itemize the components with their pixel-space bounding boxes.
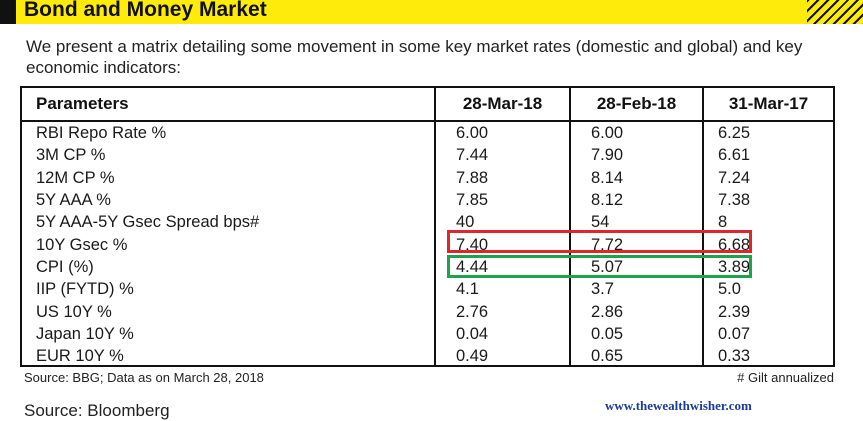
table-row: IIP (FYTD) % 4.1 3.7 5.0 [22, 278, 833, 301]
table-row: 5Y AAA % 7.85 8.12 7.38 [22, 188, 833, 212]
rate-value: 7.90 [569, 144, 703, 167]
rate-value: 4.44 [434, 255, 570, 279]
parameter-label: 12M CP % [36, 168, 115, 187]
rate-value: 6.25 [702, 121, 833, 145]
rate-value: 5.07 [569, 255, 703, 279]
parameter-label: 10Y Gsec % [36, 235, 128, 254]
rate-value: 6.00 [569, 121, 703, 145]
rate-value: 6.00 [434, 121, 570, 145]
table-row: Japan 10Y % 0.04 0.05 0.07 [22, 322, 833, 345]
rate-value: 7.85 [434, 188, 570, 212]
market-rates-table: Parameters 28-Mar-18 28-Feb-18 31-Mar-17… [20, 86, 835, 368]
table-row: 5Y AAA-5Y Gsec Spread bps# 40 54 8 [22, 211, 833, 234]
table-row: 3M CP % 7.44 7.90 6.61 [22, 144, 833, 167]
section-title: Bond and Money Market [24, 0, 267, 21]
rate-value: 0.65 [569, 344, 703, 368]
rate-value: 0.04 [434, 322, 570, 345]
table-row: 12M CP % 7.88 8.14 7.24 [22, 166, 833, 189]
intro-paragraph: We present a matrix detailing some movem… [26, 37, 803, 77]
parameter-label: 5Y AAA-5Y Gsec Spread bps# [36, 213, 260, 232]
table-row: RBI Repo Rate % 6.00 6.00 6.25 [22, 121, 833, 145]
banner-stripe-decoration [807, 0, 863, 24]
source-footnote: Source: BBG; Data as on March 28, 2018 [24, 370, 264, 385]
rate-value: 0.05 [569, 322, 703, 345]
rate-value: 0.49 [434, 344, 570, 368]
rate-value: 0.33 [702, 344, 833, 368]
table-header-row: Parameters 28-Mar-18 28-Feb-18 31-Mar-17 [22, 88, 833, 122]
rate-value: 7.44 [434, 144, 570, 167]
rate-value: 7.88 [434, 166, 570, 189]
rate-value: 3.89 [702, 255, 833, 279]
highlight-box-10y-gsec [447, 230, 752, 253]
parameter-label: IIP (FYTD) % [36, 280, 134, 299]
parameter-label: RBI Repo Rate % [36, 124, 167, 143]
parameter-label: CPI (%) [36, 257, 94, 276]
parameter-label: EUR 10Y % [36, 347, 124, 366]
rate-value: 6.61 [702, 144, 833, 167]
section-header-banner: Bond and Money Market [0, 0, 863, 24]
rate-value: 8 [702, 211, 833, 234]
table-row: EUR 10Y % 0.49 0.65 0.33 [22, 344, 833, 368]
highlight-box-cpi [447, 255, 752, 278]
website-link[interactable]: www.thewealthwisher.com [605, 398, 752, 413]
rate-value: 2.86 [569, 300, 703, 323]
parameter-label: 5Y AAA % [36, 191, 111, 210]
rate-value: 40 [434, 211, 570, 234]
rate-value: 2.39 [702, 300, 833, 323]
rate-value: 7.38 [702, 188, 833, 212]
rate-value: 8.14 [569, 166, 703, 189]
rate-value: 4.1 [434, 278, 570, 301]
parameter-label: 3M CP % [36, 146, 106, 165]
rate-value: 0.07 [702, 322, 833, 345]
rate-value: 2.76 [434, 300, 570, 323]
column-header-parameters: Parameters [22, 88, 435, 122]
gilt-footnote: # Gilt annualized [737, 370, 834, 385]
rate-value: 3.7 [569, 278, 703, 301]
column-header-date: 28-Feb-18 [569, 88, 703, 122]
rate-value: 54 [569, 211, 703, 234]
rate-value: 7.24 [702, 166, 833, 189]
parameter-label: Japan 10Y % [36, 324, 134, 343]
column-header-date: 31-Mar-17 [702, 88, 833, 122]
source-label: Source: Bloomberg [24, 401, 170, 420]
rate-value: 5.0 [702, 278, 833, 301]
rate-value: 8.12 [569, 188, 703, 212]
column-header-date: 28-Mar-18 [434, 88, 570, 122]
banner-corner-block [0, 0, 16, 24]
table-row: CPI (%) 4.44 5.07 3.89 [22, 255, 833, 279]
table-row: US 10Y % 2.76 2.86 2.39 [22, 300, 833, 323]
parameter-label: US 10Y % [36, 302, 112, 321]
